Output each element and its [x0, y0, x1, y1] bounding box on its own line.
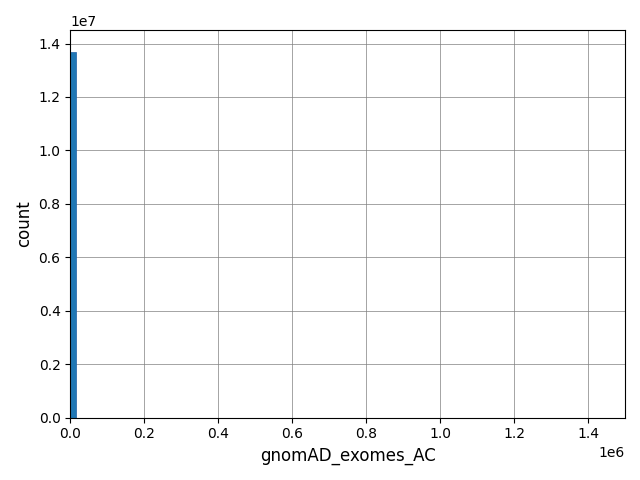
- Bar: [70, 51, 76, 418]
- X-axis label: gnomAD_exomes_AC: gnomAD_exomes_AC: [260, 447, 435, 465]
- Y-axis label: count: count: [15, 201, 33, 247]
